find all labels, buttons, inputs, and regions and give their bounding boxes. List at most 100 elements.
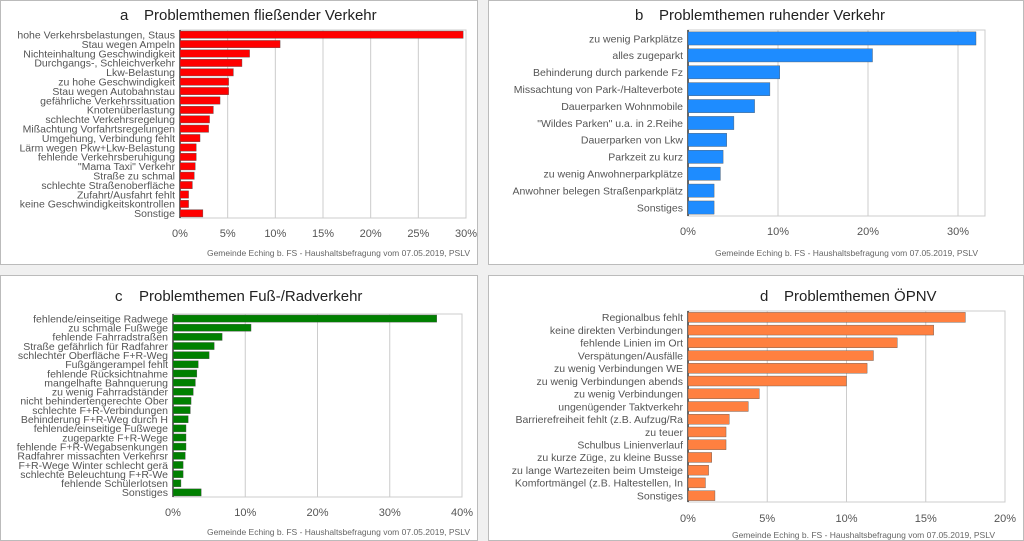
bar (687, 324, 934, 336)
bar (687, 150, 724, 164)
category-label: Behinderung F+R-Weg durch H (21, 414, 168, 426)
bar (179, 49, 250, 58)
x-tick-label: 0% (680, 513, 696, 525)
category-label: fehlende Schülerlotsen (61, 478, 168, 490)
bar (172, 360, 199, 369)
chart-letter: b (635, 7, 643, 24)
bar (687, 312, 966, 323)
category-label: Fußgängerampel fehlt (65, 359, 168, 371)
bar (687, 183, 715, 198)
category-label: zu wenig Anwohnerparkplätze (543, 169, 683, 181)
bar (687, 350, 874, 361)
bar (172, 378, 196, 387)
bar (687, 200, 715, 215)
bar (179, 87, 229, 95)
category-label: zugeparkte F+R-Wege (62, 432, 168, 444)
chart-title: Problemthemen ruhender Verkehr (659, 7, 885, 24)
category-label: keine direkten Verbindungen (550, 325, 683, 337)
category-label: Nichteinhaltung Geschwindigkeit (23, 48, 175, 60)
category-label: nicht behindertengerechte Ober (20, 396, 168, 408)
category-label: zu wenig Fahrradständer (52, 387, 169, 399)
x-tick-label: 10% (835, 513, 857, 525)
footnote: Gemeinde Eching b. FS - Haushaltsbefragu… (207, 527, 470, 537)
bar (179, 106, 214, 114)
x-tick-label: 5% (220, 228, 236, 240)
category-label: Radfahrer missachten Verkehrsr (17, 451, 168, 463)
category-label: Dauerparken von Lkw (581, 135, 684, 147)
x-tick-label: 20% (306, 507, 328, 519)
bar (687, 401, 749, 412)
x-tick-label: 15% (312, 228, 334, 240)
bar (687, 133, 727, 147)
bar (179, 181, 193, 189)
category-label: Stau wegen Ampeln (82, 39, 176, 51)
category-label: Lkw-Belastung (106, 67, 175, 79)
bar (172, 314, 437, 323)
category-label: "Mama Taxi" Verkehr (78, 161, 176, 173)
category-label: fehlende Fahrradstraßen (52, 332, 168, 344)
chart-panel-d: d Problemthemen ÖPNV 0% 5% 10% 15% 20% Regional… (488, 275, 1024, 541)
x-tick-label: 30% (379, 507, 401, 519)
x-tick-label: 20% (360, 228, 382, 240)
category-label: zu wenig Parkplätze (589, 33, 683, 45)
category-label: zu teuer (645, 427, 683, 439)
x-tick-label: 30% (947, 226, 969, 238)
category-label: Missachtung von Park-/Halteverbote (514, 84, 683, 96)
category-label: F+R-Wege Winter schlecht gerä (19, 460, 169, 472)
category-label: Durchgangs-, Schleichverkehr (34, 58, 175, 70)
chart-title: Problemthemen ÖPNV (784, 287, 937, 305)
footnote: Gemeinde Eching b. FS - Haushaltsbefragu… (732, 530, 995, 540)
bar (179, 143, 197, 152)
bar (172, 461, 184, 469)
bar (179, 115, 210, 124)
category-label: Regionalbus fehlt (602, 312, 683, 324)
bar (172, 479, 182, 488)
category-label: Stau wegen Autobahnstau (52, 86, 175, 98)
bar (687, 65, 781, 80)
category-label: fehlende F+R-Wegabsenkungen (17, 441, 168, 453)
bar (172, 470, 184, 478)
bar (179, 153, 197, 161)
bar (687, 375, 847, 387)
category-label: Straße gefährlich für Radfahrer (23, 341, 168, 353)
x-tick-label: 20% (994, 513, 1016, 525)
x-tick-label: 0% (680, 226, 696, 238)
bar (687, 116, 735, 130)
category-label: Knotenüberlastung (87, 105, 175, 117)
footnote: Gemeinde Eching b. FS - Haushaltsbefragu… (715, 248, 978, 258)
bar (172, 333, 223, 341)
chart-panel-c: c Problemthemen Fuß-/Radverkehr 0% 10% 20% 30… (0, 275, 478, 541)
x-tick-label: 40% (451, 507, 473, 519)
bar (179, 77, 229, 86)
bar (687, 99, 755, 113)
category-label: fehlende Linien im Ort (580, 338, 683, 350)
category-label: Barrierefreiheit fehlt (z.B. Aufzug/Ra (516, 414, 684, 426)
category-label: fehlende/einseitige Radwege (33, 313, 168, 325)
category-label: Zufahrt/Ausfahrt fehlt (77, 189, 175, 201)
bar (687, 337, 898, 348)
bar (172, 323, 252, 332)
category-label: zu wenig Verbindungen WE (554, 363, 683, 375)
category-label: hohe Verkehrsbelastungen, Staus (17, 30, 175, 42)
bar (179, 209, 204, 218)
category-label: zu schmale Fußwege (68, 323, 168, 335)
bar (179, 40, 281, 48)
category-label: Umgehung, Verbindung fehlt (42, 133, 175, 145)
bar (687, 465, 709, 476)
category-label: zu kurze Züge, zu kleine Busse (537, 452, 683, 464)
x-tick-label: 0% (172, 228, 188, 240)
category-label: Sonstiges (122, 487, 168, 499)
category-label: Dauerparken Wohnmobile (561, 101, 683, 113)
bar (179, 200, 189, 208)
x-tick-label: 25% (407, 228, 429, 240)
category-label: schlechter Oberfläche F+R-Weg (18, 350, 168, 362)
category-label: Straße zu schmal (93, 171, 175, 183)
category-label: Mißachtung Vorfahrtsregelungen (23, 124, 176, 136)
category-label: fehlende Verkehrsberuhigung (38, 152, 175, 164)
x-tick-label: 0% (165, 507, 181, 519)
bar (179, 68, 234, 77)
category-label: gefährliche Verkehrssituation (40, 95, 175, 107)
bar (172, 388, 194, 396)
bar (687, 477, 706, 489)
